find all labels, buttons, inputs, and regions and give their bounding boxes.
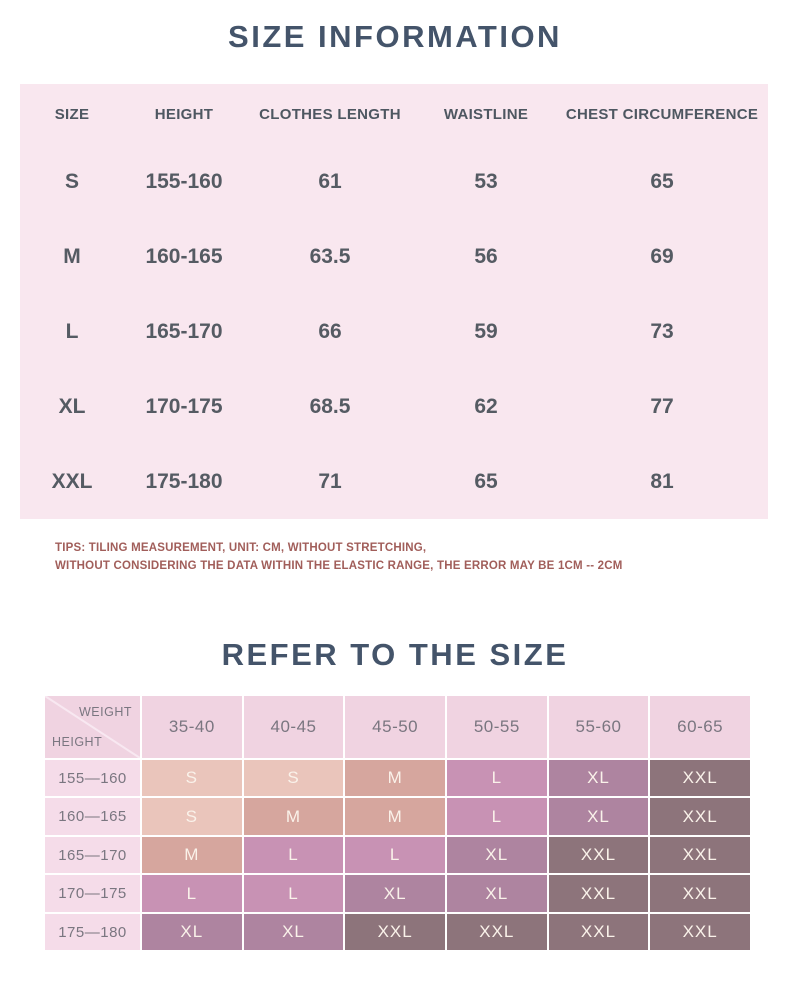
matrix-size-cell: M: [345, 798, 445, 835]
matrix-size-cell: XL: [243, 913, 344, 951]
matrix-size-cell: XXL: [650, 875, 750, 912]
clothes-length-cell: 68.5: [309, 394, 351, 418]
matrix-size-cell: XXL: [650, 798, 750, 835]
matrix-size-cell: XL: [446, 836, 547, 874]
matrix-size-cell: L: [243, 875, 344, 912]
height-cell: 170-175: [145, 394, 223, 418]
waistline-cell: 59: [474, 319, 498, 343]
chest-cell: 77: [650, 394, 674, 418]
measurement-tips: TIPS: TILING MEASUREMENT, UNIT: CM, WITH…: [55, 539, 790, 576]
matrix-size-cell: L: [345, 836, 445, 874]
matrix-size-cell: XL: [142, 913, 242, 951]
matrix-size-cell: XXL: [650, 913, 750, 951]
clothes-length-cell: 61: [318, 169, 342, 193]
weight-column-header: 45-50: [345, 695, 445, 758]
clothes-length-cell: 71: [318, 469, 342, 493]
matrix-size-cell: M: [142, 836, 242, 874]
height-cell: 175-180: [145, 469, 223, 493]
size-information-panel: SIZE HEIGHT CLOTHES LENGTH WAISTLINE CHE…: [20, 84, 768, 519]
weight-column-header: 40-45: [243, 695, 344, 758]
size-table-header-height: HEIGHT: [154, 105, 214, 123]
weight-column-header: 50-55: [446, 695, 547, 758]
height-cell: 155-160: [145, 169, 223, 193]
tips-line-2: WITHOUT CONSIDERING THE DATA WITHIN THE …: [55, 560, 623, 573]
size-table-header-chest-circumference: CHEST CIRCUMFERENCE: [565, 105, 759, 123]
tips-line-1: TIPS: TILING MEASUREMENT, UNIT: CM, WITH…: [55, 542, 427, 554]
weight-height-corner-cell: WEIGHT HEIGHT: [45, 695, 140, 758]
waistline-cell: 53: [474, 169, 498, 193]
size-table-header-size: SIZE: [54, 105, 90, 123]
size-cell: S: [64, 169, 79, 193]
height-cell: 165-170: [145, 319, 223, 343]
size-cell: L: [65, 319, 79, 343]
height-row-header: 160—165: [45, 798, 140, 835]
size-table: SIZE HEIGHT CLOTHES LENGTH WAISTLINE CHE…: [20, 84, 768, 519]
matrix-size-cell: XXL: [650, 836, 750, 874]
size-table-header-waistline: WAISTLINE: [443, 105, 529, 123]
waistline-cell: 62: [474, 394, 498, 418]
corner-weight-label: WEIGHT: [79, 704, 132, 719]
matrix-size-cell: L: [446, 798, 547, 835]
weight-column-header: 55-60: [548, 695, 649, 758]
matrix-size-cell: XL: [446, 875, 547, 912]
size-cell: XXL: [51, 469, 93, 493]
matrix-size-cell: XXL: [650, 759, 750, 797]
matrix-size-cell: XL: [548, 759, 649, 797]
waistline-cell: 65: [474, 469, 498, 493]
matrix-size-cell: XXL: [345, 913, 445, 951]
matrix-size-cell: M: [345, 759, 445, 797]
clothes-length-cell: 66: [318, 319, 342, 343]
weight-column-header: 35-40: [142, 695, 242, 758]
waistline-cell: 56: [474, 244, 498, 268]
matrix-size-cell: XXL: [548, 875, 649, 912]
height-row-header: 165—170: [45, 836, 140, 874]
chest-cell: 73: [650, 319, 674, 343]
chest-cell: 69: [650, 244, 674, 268]
matrix-size-cell: S: [142, 798, 242, 835]
matrix-size-cell: S: [142, 759, 242, 797]
refer-to-size-title: REFER TO THE SIZE: [221, 636, 569, 672]
matrix-size-cell: XXL: [548, 836, 649, 874]
matrix-size-cell: XL: [548, 798, 649, 835]
matrix-size-cell: S: [243, 759, 344, 797]
size-information-title: SIZE INFORMATION: [228, 19, 562, 54]
matrix-size-cell: M: [243, 798, 344, 835]
weight-column-header: 60-65: [650, 695, 750, 758]
height-row-header: 175—180: [45, 913, 140, 951]
diagonal-divider: [45, 696, 140, 758]
matrix-size-cell: XL: [345, 875, 445, 912]
size-matrix-table: WEIGHT HEIGHT 35-40 40-45 45-50 50-55 55…: [45, 695, 750, 951]
matrix-size-cell: XXL: [446, 913, 547, 951]
matrix-size-cell: L: [142, 875, 242, 912]
size-cell: XL: [58, 394, 86, 418]
matrix-size-cell: XXL: [548, 913, 649, 951]
corner-height-label: HEIGHT: [52, 734, 103, 749]
size-cell: M: [63, 244, 81, 268]
matrix-size-cell: L: [446, 759, 547, 797]
height-cell: 160-165: [145, 244, 223, 268]
matrix-size-cell: L: [243, 836, 344, 874]
chest-cell: 65: [650, 169, 674, 193]
height-row-header: 155—160: [45, 759, 140, 797]
clothes-length-cell: 63.5: [309, 244, 351, 268]
chest-cell: 81: [650, 469, 674, 493]
height-row-header: 170—175: [45, 875, 140, 912]
size-table-header-clothes-length: CLOTHES LENGTH: [259, 105, 401, 123]
